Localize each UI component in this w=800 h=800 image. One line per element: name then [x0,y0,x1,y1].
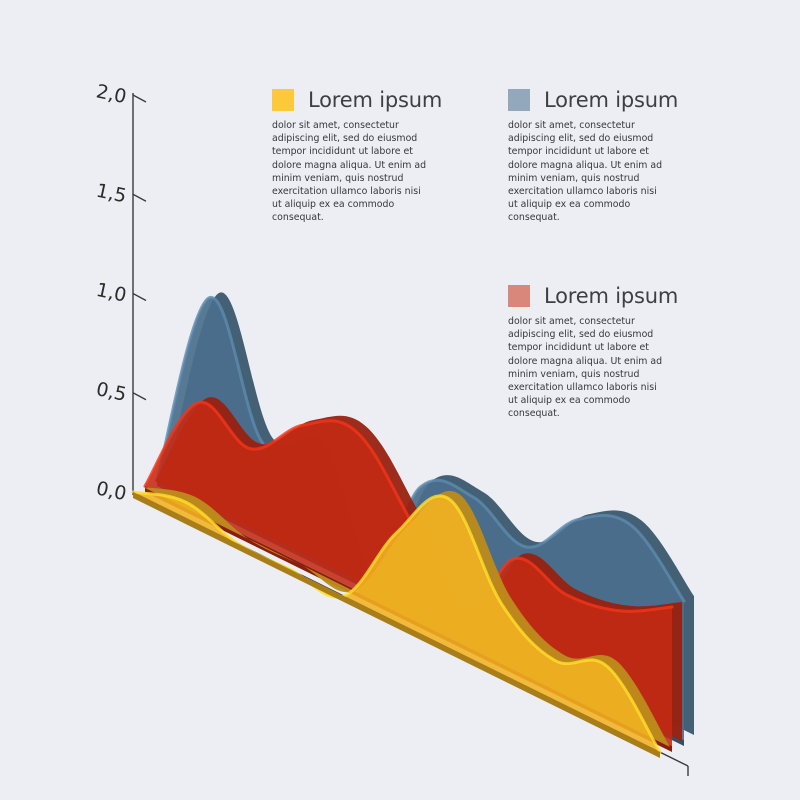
legend-swatch-red [508,285,530,307]
y-tick-label: 0,5 [94,378,128,406]
legend-entry-red: Lorem ipsum dolor sit amet, consectetur … [508,282,708,421]
legend-entry-yellow: Lorem ipsum dolor sit amet, consectetur … [272,86,472,225]
y-tick [132,94,147,103]
series-layer [131,292,694,758]
legend-title: Lorem ipsum [544,284,679,308]
y-tick-label: 1,0 [94,279,128,307]
y-tick-label: 2,0 [94,80,128,108]
y-tick-label: 1,5 [94,180,128,208]
legend-description: dolor sit amet, consectetur adipiscing e… [508,316,663,420]
legend-entry-blue: Lorem ipsum dolor sit amet, consectetur … [508,86,708,225]
y-tick [132,292,147,302]
y-tick [132,392,147,401]
legend-swatch-yellow [272,89,294,111]
series-yellow-area [131,487,670,758]
y-tick [132,193,147,202]
legend-title: Lorem ipsum [544,88,679,112]
y-tick-label: 0,0 [94,477,128,505]
series-edge [131,490,662,754]
series-base [133,492,660,758]
legend-description: dolor sit amet, consectetur adipiscing e… [272,120,427,224]
legend-title: Lorem ipsum [308,88,443,112]
legend-swatch-blue [508,89,530,111]
legend-description: dolor sit amet, consectetur adipiscing e… [508,120,663,224]
series-edge [143,400,674,624]
